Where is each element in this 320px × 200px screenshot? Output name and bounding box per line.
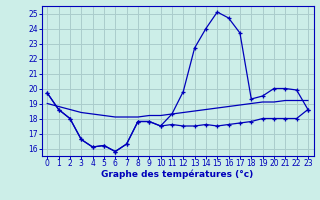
X-axis label: Graphe des températures (°c): Graphe des températures (°c) xyxy=(101,170,254,179)
